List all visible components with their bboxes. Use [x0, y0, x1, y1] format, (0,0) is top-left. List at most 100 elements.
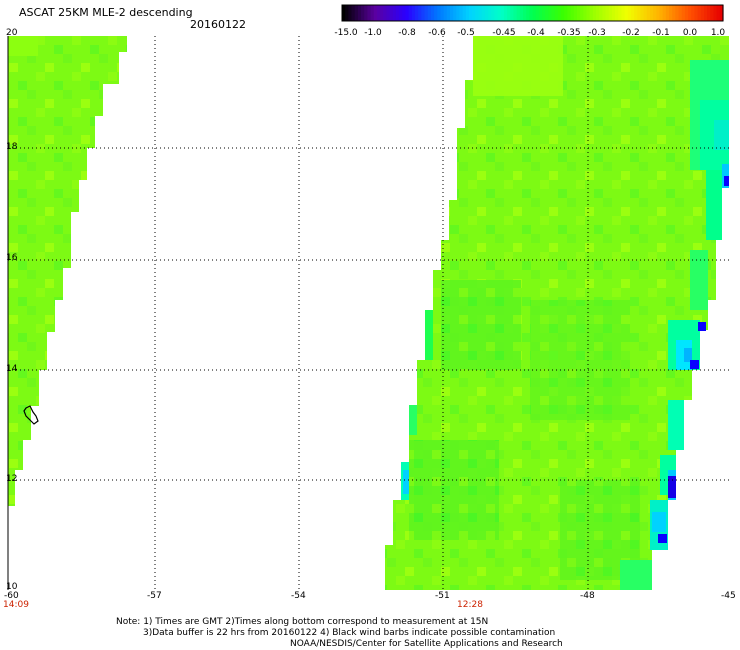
lat-label: 14 — [6, 364, 18, 374]
colorbar-swatch — [557, 5, 562, 21]
colorbar-swatch — [656, 5, 661, 21]
colorbar-swatch — [392, 5, 397, 21]
swath-patch — [473, 36, 563, 96]
colorbar-swatch — [507, 5, 511, 21]
colorbar-swatch — [583, 5, 588, 21]
colorbar-swatch — [364, 5, 368, 21]
colorbar-swatch — [567, 5, 572, 21]
colorbar-swatch — [373, 5, 378, 21]
colorbar-swatch — [596, 5, 600, 21]
colorbar-swatch — [637, 5, 642, 21]
colorbar-swatch — [402, 5, 407, 21]
colorbar-swatch — [669, 5, 673, 21]
colorbar-swatch — [497, 5, 502, 21]
colorbar-label: 0.0 — [682, 28, 698, 38]
colorbar-swatch — [561, 5, 565, 21]
graticule — [8, 36, 732, 590]
colorbar-swatch — [405, 5, 410, 21]
colorbar-swatch — [357, 5, 362, 21]
colorbar-swatch — [678, 5, 683, 21]
colorbar-swatch — [545, 5, 549, 21]
colorbar-swatch — [348, 5, 353, 21]
colorbar-swatch — [586, 5, 591, 21]
colorbar-label: -0.3 — [588, 28, 606, 38]
colorbar-swatch — [564, 5, 569, 21]
colorbar-swatch — [529, 5, 534, 21]
colorbar-swatch — [554, 5, 559, 21]
colorbar-swatch — [707, 5, 711, 21]
colorbar-swatch — [475, 5, 480, 21]
colorbar-swatch — [519, 5, 524, 21]
colorbar-swatches — [342, 5, 724, 21]
colorbar-swatch — [608, 5, 613, 21]
colorbar-swatch — [462, 5, 467, 21]
colorbar-swatch — [542, 5, 546, 21]
colorbar-swatch — [494, 5, 499, 21]
colorbar-swatch — [615, 5, 619, 21]
colorbar-swatch — [376, 5, 381, 21]
colorbar-swatch — [481, 5, 486, 21]
swath-patch — [441, 280, 521, 370]
colorbar-swatch — [446, 5, 451, 21]
colorbar-swatch — [602, 5, 607, 21]
colorbar-swatch — [370, 5, 375, 21]
colorbar-swatch — [345, 5, 349, 21]
colorbar-swatch — [700, 5, 705, 21]
colorbar-swatch — [516, 5, 521, 21]
colorbar-swatch — [472, 5, 476, 21]
colorbar-label: -1.0 — [364, 28, 382, 38]
time-label: 14:09 — [3, 600, 29, 610]
colorbar-swatch — [380, 5, 384, 21]
swath-patch — [409, 440, 499, 540]
colorbar-swatch — [513, 5, 518, 21]
colorbar-swatch — [469, 5, 473, 21]
colorbar-swatch — [640, 5, 645, 21]
colorbar-swatch — [484, 5, 489, 21]
colorbar-swatch — [500, 5, 505, 21]
colorbar-swatch — [570, 5, 575, 21]
lat-label: 16 — [6, 253, 18, 263]
colorbar-swatch — [424, 5, 429, 21]
colorbar-label: -0.2 — [622, 28, 640, 38]
colorbar-swatch — [449, 5, 454, 21]
colorbar-swatch — [415, 5, 419, 21]
colorbar-swatch — [659, 5, 664, 21]
lon-label: -54 — [291, 591, 306, 601]
colorbar-swatch — [611, 5, 616, 21]
colorbar-swatch — [421, 5, 426, 21]
colorbar-swatch — [605, 5, 610, 21]
colorbar-swatch — [342, 5, 346, 21]
colorbar-swatch — [411, 5, 416, 21]
note-line-3: NOAA/NESDIS/Center for Satellite Applica… — [290, 639, 563, 649]
colorbar-frame — [341, 4, 724, 22]
note-line-2: 3)Data buffer is 22 hrs from 20160122 4)… — [143, 628, 556, 638]
colorbar-swatch — [389, 5, 394, 21]
colorbar-swatch — [548, 5, 553, 21]
lat-label: 10 — [6, 582, 18, 592]
left-swath-patch — [8, 36, 38, 56]
lon-label: -48 — [580, 591, 595, 601]
colorbar-swatch — [634, 5, 638, 21]
colorbar-swatch — [503, 5, 508, 21]
colorbar-swatch — [383, 5, 388, 21]
colorbar-swatch — [510, 5, 515, 21]
colorbar-swatch — [418, 5, 422, 21]
colorbar-swatch — [434, 5, 438, 21]
colorbar-label: -0.45 — [492, 28, 516, 38]
colorbar-swatch — [592, 5, 597, 21]
colorbar-swatch — [440, 5, 445, 21]
colorbar-swatch — [459, 5, 464, 21]
colorbar-swatch — [662, 5, 667, 21]
colorbar-swatch — [453, 5, 457, 21]
colorbar-swatch — [430, 5, 435, 21]
colorbar-swatch — [688, 5, 692, 21]
colorbar-swatch — [532, 5, 537, 21]
colorbar-label: -0.35 — [557, 28, 581, 38]
colorbar-swatch — [703, 5, 708, 21]
colorbar-label: 1.0 — [710, 28, 726, 38]
colorbar-swatch — [681, 5, 686, 21]
colorbar-swatch — [465, 5, 470, 21]
colorbar-swatch — [719, 5, 724, 21]
colorbar-label: -15.0 — [334, 28, 358, 38]
product-title: ASCAT 25KM MLE-2 descending — [19, 6, 193, 19]
